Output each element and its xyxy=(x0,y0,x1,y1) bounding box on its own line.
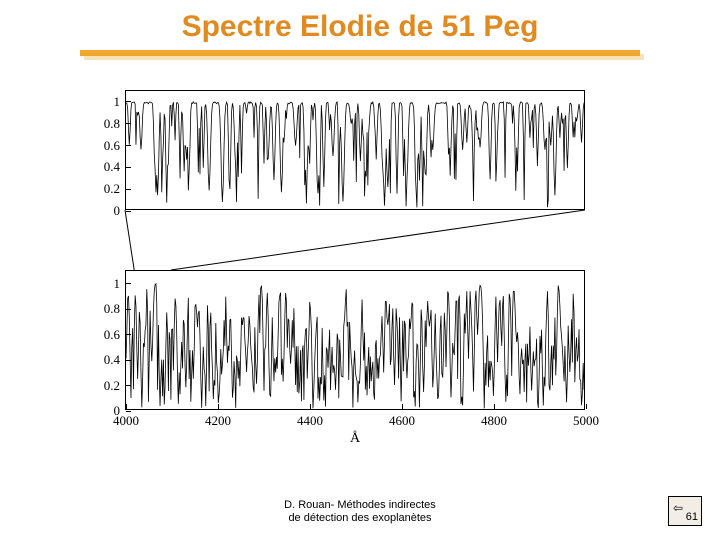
footer-line-2: de détection des exoplanètes xyxy=(0,512,720,526)
ytick-mark xyxy=(126,309,131,310)
xtick-label: 4600 xyxy=(389,413,415,429)
xtick-mark xyxy=(126,404,127,409)
ytick-mark xyxy=(126,385,131,386)
spectrum-figure: 00.20.40.60.81 Å 00.20.40.60.81400042004… xyxy=(85,90,605,460)
title-underline xyxy=(80,50,640,60)
xtick-mark xyxy=(402,404,403,409)
xtick-label: 5000 xyxy=(573,413,599,429)
xtick-mark xyxy=(586,404,587,409)
back-arrow-icon: ⇦ xyxy=(673,501,683,515)
page-number-box: ⇦ 61 xyxy=(668,496,702,526)
ytick-label: 0.4 xyxy=(104,352,120,368)
ytick-mark xyxy=(126,334,131,335)
xtick-label: 4800 xyxy=(481,413,507,429)
xtick-label: 4400 xyxy=(297,413,323,429)
slide-footer: D. Rouan- Méthodes indirectes de détecti… xyxy=(0,499,720,527)
underline-main xyxy=(80,50,640,56)
spectrum-panel-bottom: Å 00.20.40.60.81400042004400460048005000 xyxy=(125,270,585,410)
ytick-label: 0.2 xyxy=(104,378,120,394)
ytick-mark xyxy=(126,411,131,412)
page-number: 61 xyxy=(686,511,698,523)
title-text: Spectre Elodie de 51 Peg xyxy=(182,10,539,43)
footer-line-1: D. Rouan- Méthodes indirectes xyxy=(0,499,720,513)
page-title: Spectre Elodie de 51 Peg xyxy=(0,0,720,44)
x-axis-label: Å xyxy=(350,431,360,447)
ytick-label: 0.6 xyxy=(104,327,120,343)
ytick-mark xyxy=(126,283,131,284)
xtick-label: 4000 xyxy=(113,413,139,429)
xtick-mark xyxy=(310,404,311,409)
spectrum-plot-bottom xyxy=(126,271,584,409)
xtick-mark xyxy=(218,404,219,409)
ytick-label: 1 xyxy=(114,276,121,292)
ytick-label: 0.8 xyxy=(104,301,120,317)
xtick-label: 4200 xyxy=(205,413,231,429)
xtick-mark xyxy=(494,404,495,409)
ytick-mark xyxy=(126,360,131,361)
